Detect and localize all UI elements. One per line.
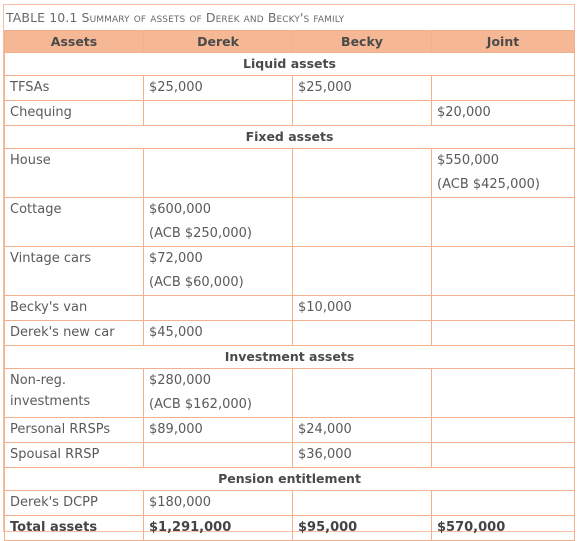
row-label: Vintage cars (10, 251, 92, 266)
header-derek: Derek (143, 30, 293, 53)
table-row: Derek's DCPP $180,000 (4, 490, 575, 516)
header-joint: Joint (431, 30, 575, 53)
cell-becky: $36,000 (298, 447, 352, 462)
header-assets: Assets (4, 30, 144, 53)
row-label: Cottage (10, 202, 62, 217)
table-row: Non-reg. investments $280,000 (ACB $162,… (4, 368, 575, 418)
table-row: Personal RRSPs $89,000 $24,000 (4, 417, 575, 443)
table-caption: TABLE 10.1 Summary of assets of Derek an… (6, 10, 345, 25)
total-joint: $570,000 (437, 520, 506, 535)
cell-derek-acb-note: (ACB $162,000) (149, 397, 252, 412)
table-row: Chequing $20,000 (4, 100, 575, 126)
header-row: Assets Derek Becky Joint (4, 30, 575, 53)
cell-joint: $20,000 (437, 105, 491, 120)
row-label: Becky's van (10, 300, 88, 315)
table-row: Spousal RRSP $36,000 (4, 442, 575, 468)
cell-derek: $45,000 (149, 325, 203, 340)
cell-becky: $25,000 (298, 80, 352, 95)
cell-derek: $280,000 (149, 373, 212, 388)
section-fixed-assets: Fixed assets (4, 125, 575, 149)
row-label: Non-reg. (10, 373, 67, 388)
row-label: Personal RRSPs (10, 422, 111, 437)
cell-derek: $180,000 (149, 495, 212, 510)
cell-becky: $24,000 (298, 422, 352, 437)
table-row: Becky's van $10,000 (4, 295, 575, 321)
table-row: TFSAs $25,000 $25,000 (4, 75, 575, 101)
row-label: TFSAs (10, 80, 50, 95)
header-becky: Becky (292, 30, 432, 53)
row-label-line2: investments (10, 394, 91, 409)
section-row: Liquid assets (4, 52, 575, 76)
cell-derek: $25,000 (149, 80, 203, 95)
table-row: Derek's new car $45,000 (4, 320, 575, 346)
cell-derek-acb-note: (ACB $60,000) (149, 275, 244, 290)
table-row: House $550,000 (ACB $425,000) (4, 148, 575, 198)
row-label: Derek's DCPP (10, 495, 98, 510)
row-label: Spousal RRSP (10, 447, 100, 462)
row-label: Chequing (10, 105, 72, 120)
table-row: Cottage $600,000 (ACB $250,000) (4, 197, 575, 247)
cell-derek: $600,000 (149, 202, 212, 217)
section-liquid-assets: Liquid assets (4, 52, 575, 76)
row-label: House (10, 153, 51, 168)
row-label: Derek's new car (10, 325, 115, 340)
table-row: Vintage cars $72,000 (ACB $60,000) (4, 246, 575, 296)
total-becky: $95,000 (298, 520, 358, 535)
cell-becky: $10,000 (298, 300, 352, 315)
section-row: Fixed assets (4, 125, 575, 149)
cell-derek-acb-note: (ACB $250,000) (149, 226, 252, 241)
cell-joint-acb-note: (ACB $425,000) (437, 177, 540, 192)
section-row: Pension entitlement (4, 467, 575, 491)
cell-derek: $89,000 (149, 422, 203, 437)
cell-derek: $72,000 (149, 251, 203, 266)
total-derek: $1,291,000 (149, 520, 232, 535)
section-row: Investment assets (4, 345, 575, 369)
cell-joint: $550,000 (437, 153, 500, 168)
total-label: Total assets (10, 520, 98, 535)
section-investment-assets: Investment assets (4, 345, 575, 369)
assets-table: Assets Derek Becky Joint Liquid assets T… (4, 30, 575, 541)
section-pension-entitlement: Pension entitlement (4, 467, 575, 491)
total-row: Total assets $1,291,000 $95,000 $570,000 (4, 515, 575, 541)
